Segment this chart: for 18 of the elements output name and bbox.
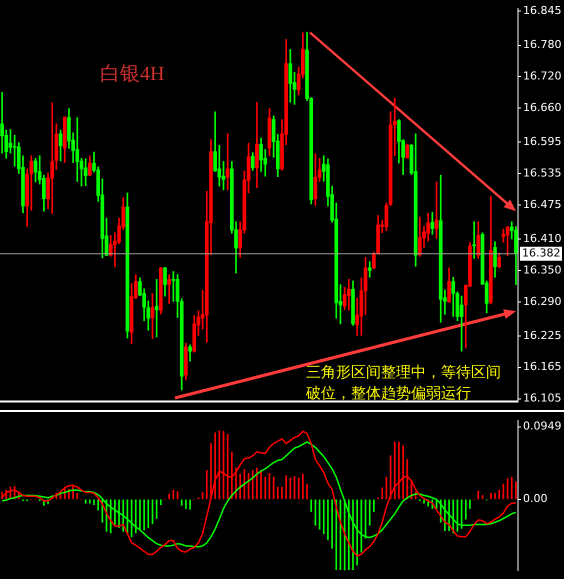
y-tick-label: 16.225 [523,328,562,342]
ref-line-label: 16.382 [522,246,560,260]
y-tick-label: 16.720 [523,70,562,83]
y-tick-label: 16.165 [523,360,562,374]
text: 白银4H [100,62,164,87]
y-tick-label: 0.0949 [523,420,562,433]
y-tick-label: 16.660 [523,100,562,114]
y-tick-label: 16.535 [523,166,562,180]
annotation: 三角形区间整理中，等待区间破位，整体趋势偏弱运行 [306,362,502,404]
y-tick-label: 16.290 [523,294,562,308]
y-tick-label: 16.410 [523,232,562,245]
y-tick-label: 16.780 [523,38,562,52]
y-tick-label: 16.105 [523,392,562,405]
y-tick-label: 16.475 [523,198,562,211]
y-tick-label: 0.00 [523,492,548,506]
y-tick-label: 16.595 [523,135,562,148]
y-tick-label: 16.350 [523,263,562,276]
y-tick-label: 16.845 [523,4,562,18]
